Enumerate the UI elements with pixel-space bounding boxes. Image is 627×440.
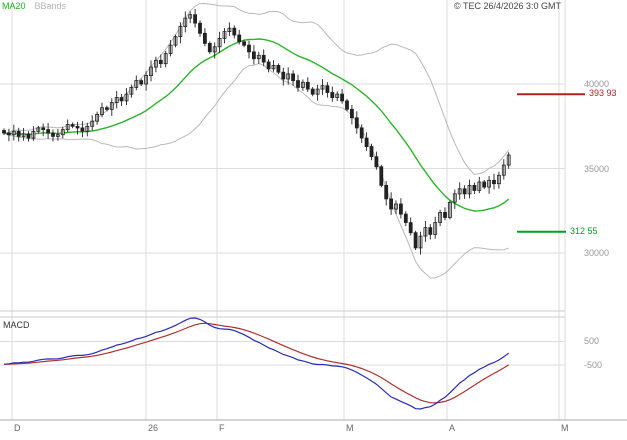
bollinger-bands-layer [3,2,510,279]
level-lines-layer [517,93,585,233]
macd-tick--500: -500 [584,359,603,370]
time-tick-M: M [561,423,569,433]
candles-layer [2,8,511,255]
price-tick-40000: 40000 [584,79,610,89]
grid-layer [0,0,627,421]
copyright-text: © TEC 26/4/2026 3:0 GMT [453,1,561,11]
macd-layer [3,317,510,410]
time-tick-26: 26 [148,423,159,433]
macd-panel-label: MACD [3,320,30,330]
macd-tick-500: 500 [584,336,600,347]
ma20-legend-label: MA20 [2,1,26,11]
time-tick-A: A [449,423,456,433]
legend: MA20 BBands [2,1,66,11]
price-tick-35000: 35000 [584,163,610,174]
time-tick-M: M [346,423,354,433]
time-tick-F: F [219,423,225,433]
price-tick-30000: 30000 [584,248,610,258]
level-label-1: 312 55 [570,225,598,236]
time-tick-D: D [14,423,21,433]
bbands-legend-label: BBands [34,1,67,11]
level-label-0: 393 93 [589,88,617,99]
